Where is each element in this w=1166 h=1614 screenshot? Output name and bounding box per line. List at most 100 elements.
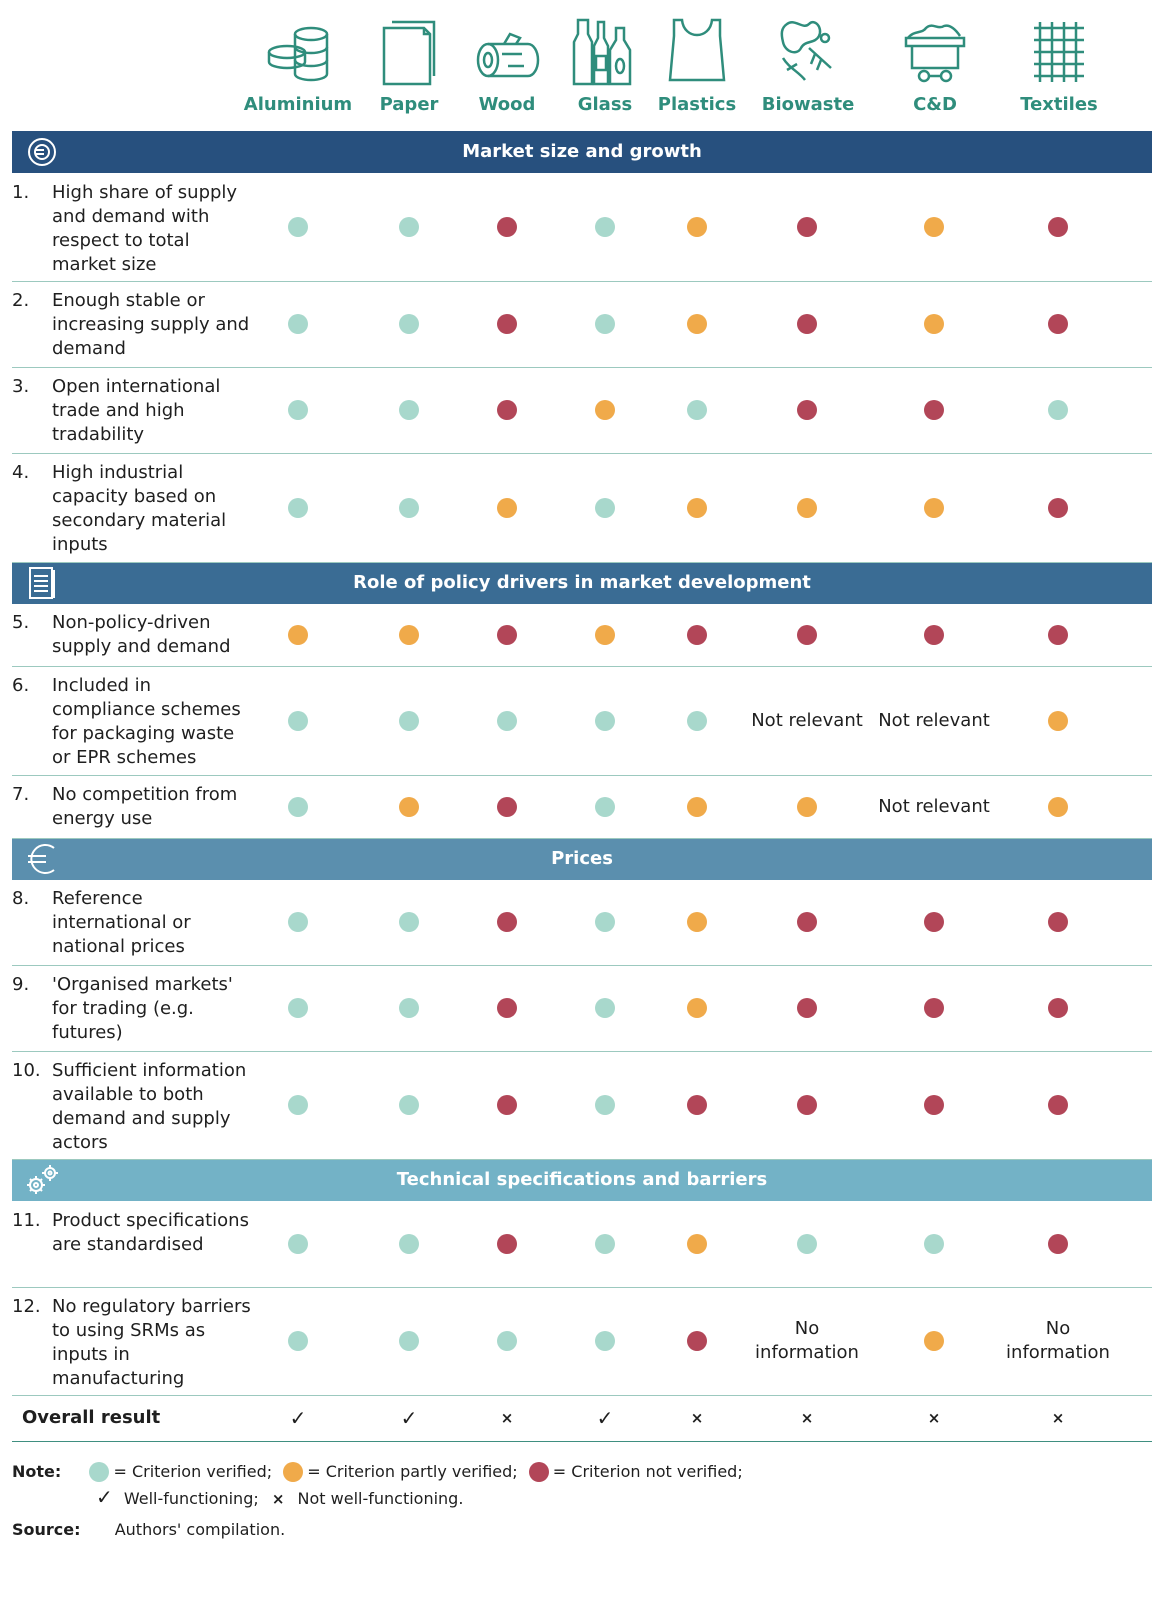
criterion-not-verified-dot xyxy=(497,796,517,817)
overall-result-cell: ✓ xyxy=(233,1395,363,1441)
criterion-cell xyxy=(540,1201,670,1287)
legend-well-text: Well-functioning; xyxy=(123,1489,259,1508)
criterion-partly-verified-dot xyxy=(687,497,707,518)
criterion-verified-dot xyxy=(399,497,419,518)
material-col-plastics: Plastics xyxy=(637,14,757,115)
criterion-not-verified-dot xyxy=(687,1331,707,1351)
overall-result-cell: × xyxy=(993,1395,1123,1441)
criterion-number: 3. xyxy=(12,376,30,397)
criterion-cell xyxy=(233,965,363,1051)
criterion-cell xyxy=(993,367,1123,453)
material-label: Plastics xyxy=(657,94,737,115)
legend-cross-icon: × xyxy=(271,1490,285,1508)
criterion-cell xyxy=(540,453,670,562)
criterion-not-verified-dot xyxy=(797,1095,817,1115)
criterion-cell xyxy=(742,1051,872,1159)
material-label: Wood xyxy=(478,94,536,115)
criterion-cell xyxy=(869,453,999,562)
criterion-verified-dot xyxy=(288,1095,308,1115)
criterion-row: 10. Sufficient information available to b… xyxy=(12,1051,1152,1160)
criterion-cell xyxy=(540,367,670,453)
criterion-partly-verified-dot xyxy=(595,624,615,645)
mine-cart-icon xyxy=(904,24,966,83)
criterion-verified-dot xyxy=(595,1234,615,1254)
criterion-row: 2. Enough stable or increasing supply and… xyxy=(12,281,1152,368)
criterion-partly-verified-dot xyxy=(1048,796,1068,817)
criterion-cell: Not relevant xyxy=(869,775,999,838)
criterion-cell xyxy=(993,666,1123,775)
criterion-number: 4. xyxy=(12,462,30,483)
criterion-cell xyxy=(742,281,872,367)
criterion-cell xyxy=(233,1051,363,1159)
criterion-not-verified-dot xyxy=(687,624,707,645)
criterion-verified-dot xyxy=(288,400,308,420)
criterion-row: 5. Non-policy-driven supply and demand xyxy=(12,603,1152,667)
criterion-not-verified-dot xyxy=(797,624,817,645)
overall-result-cell: × xyxy=(632,1395,762,1441)
criterion-number: 6. xyxy=(12,675,30,696)
criterion-verified-dot xyxy=(288,1331,308,1351)
criterion-cell xyxy=(344,879,474,965)
section-title: Role of policy drivers in market develop… xyxy=(353,572,811,593)
source-line: Source: Authors' compilation. xyxy=(12,1519,285,1541)
criterion-number: 1. xyxy=(12,182,30,203)
criterion-cell xyxy=(540,965,670,1051)
criterion-cell xyxy=(742,453,872,562)
criterion-partly-verified-dot xyxy=(797,796,817,817)
criterion-cell xyxy=(540,603,670,666)
woven-textile-icon xyxy=(1034,22,1084,82)
criterion-partly-verified-dot xyxy=(687,1234,707,1254)
criterion-not-verified-dot xyxy=(924,1095,944,1115)
criterion-partly-verified-dot xyxy=(687,314,707,334)
criterion-not-verified-dot xyxy=(497,400,517,420)
check-icon: ✓ xyxy=(596,1406,614,1430)
criterion-row: 7. No competition from energy use Not rele… xyxy=(12,775,1152,839)
cross-icon: × xyxy=(800,1409,814,1427)
criterion-partly-verified-dot xyxy=(797,497,817,518)
criterion-cell xyxy=(442,775,572,838)
criterion-verified-dot xyxy=(399,314,419,334)
legend-not-verified-text: = Criterion not verified; xyxy=(552,1462,743,1481)
source-text: Authors' compilation. xyxy=(114,1520,286,1539)
check-icon: ✓ xyxy=(289,1406,307,1430)
criterion-cell xyxy=(233,666,363,775)
criterion-not-verified-dot xyxy=(1048,497,1068,518)
overall-result-label: Overall result xyxy=(22,1407,161,1428)
criterion-not-verified-dot xyxy=(797,998,817,1018)
criterion-cell xyxy=(993,1201,1123,1287)
paper-sheets-icon xyxy=(382,20,436,86)
criterion-partly-verified-dot xyxy=(1048,710,1068,731)
cross-icon: × xyxy=(927,1409,941,1427)
criterion-not-verified-dot xyxy=(497,624,517,645)
criterion-row: 4. High industrial capacity based on seco… xyxy=(12,453,1152,563)
criterion-not-verified-dot xyxy=(1048,1095,1068,1115)
criterion-cell xyxy=(540,1287,670,1395)
criterion-not-verified-dot xyxy=(1048,624,1068,645)
criterion-partly-verified-dot xyxy=(924,1331,944,1351)
criterion-number: 8. xyxy=(12,888,30,909)
criterion-cell xyxy=(993,173,1123,281)
criterion-cell xyxy=(233,281,363,367)
criterion-cell xyxy=(869,1051,999,1159)
material-label: C&D xyxy=(913,94,957,115)
criterion-cell xyxy=(869,281,999,367)
criterion-cell xyxy=(869,879,999,965)
criterion-cell xyxy=(442,1201,572,1287)
wood-log-icon xyxy=(476,32,540,78)
criterion-text: Included in compliance schemes for packa… xyxy=(52,675,241,768)
legend-verified-text: = Criterion verified; xyxy=(113,1462,273,1481)
criterion-cell xyxy=(742,1201,872,1287)
note-label: Note: xyxy=(12,1462,62,1481)
criterion-cell xyxy=(442,666,572,775)
criterion-number: 11. xyxy=(12,1210,41,1231)
legend-not-well-text: Not well-functioning. xyxy=(297,1489,464,1508)
criterion-number: 2. xyxy=(12,290,30,311)
euro-leaf-cycle-icon xyxy=(28,138,56,166)
criterion-cell xyxy=(344,367,474,453)
criterion-verified-dot xyxy=(595,497,615,518)
criterion-not-verified-dot xyxy=(497,314,517,334)
criterion-cell xyxy=(344,173,474,281)
criterion-cell xyxy=(344,1201,474,1287)
criterion-text: Enough stable or increasing supply and d… xyxy=(52,290,250,359)
criterion-text: High industrial capacity based on second… xyxy=(52,462,227,555)
